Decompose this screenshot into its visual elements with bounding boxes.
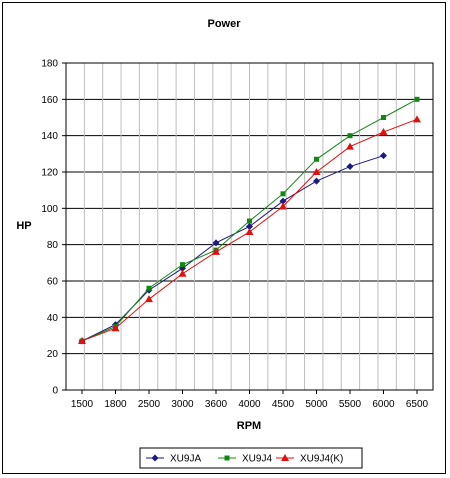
data-point-xu9j4-k	[346, 142, 354, 150]
y-axis-ticks: 0 20 40 60 80 100 120 140 160 180	[41, 59, 66, 397]
x-tick-label: 5000	[305, 399, 328, 410]
data-point-xu9j4-k	[111, 324, 120, 332]
data-point-xu9j4	[314, 156, 319, 162]
data-point-xu9j4	[180, 262, 185, 268]
chart-title: Power	[207, 18, 241, 30]
chart-frame	[2, 2, 446, 474]
data-point-xu9ja	[212, 239, 220, 247]
data-point-xu9j4	[247, 218, 252, 224]
x-tick-label: 3600	[205, 399, 228, 410]
x-tick-label: 4000	[238, 399, 261, 410]
legend-item-xu9j4: XU9J4	[218, 454, 272, 465]
data-point-xu9j4	[414, 96, 420, 102]
y-tick-label: 40	[47, 313, 59, 324]
data-point-xu9ja	[346, 163, 354, 171]
legend-items: XU9JA XU9J4 XU9J4(K)	[146, 454, 343, 465]
data-point-xu9j4	[381, 115, 386, 120]
x-tick-label: 6000	[372, 399, 395, 410]
y-tick-label: 0	[52, 386, 58, 397]
data-point-xu9j4	[280, 191, 286, 197]
data-point-xu9j4-k	[78, 336, 86, 344]
series-xu9j4-k	[78, 115, 421, 344]
y-tick-label: 60	[47, 277, 59, 288]
x-tick-label: 5500	[339, 399, 362, 410]
x-tick-label: 4500	[272, 399, 295, 410]
y-axis-label: HP	[16, 220, 31, 232]
legend-label: XU9JA	[170, 454, 201, 465]
series-lines	[78, 96, 421, 345]
data-point-xu9j4-k	[178, 269, 187, 277]
legend-swatch-marker	[151, 454, 159, 462]
legend	[139, 447, 363, 469]
data-point-xu9j4-k	[245, 227, 254, 235]
data-point-xu9j4	[347, 133, 353, 139]
y-tick-label: 80	[47, 240, 59, 251]
x-axis-label: RPM	[237, 420, 261, 432]
x-tick-label: 1800	[104, 399, 127, 410]
y-tick-label: 160	[41, 95, 58, 106]
y-tick-label: 180	[41, 59, 58, 70]
data-point-xu9j4-k	[145, 295, 153, 303]
y-tick-label: 100	[41, 204, 58, 215]
x-tick-label: 1500	[71, 399, 94, 410]
data-point-xu9ja	[313, 177, 320, 185]
legend-label: XU9J4	[242, 454, 272, 465]
data-point-xu9ja	[246, 223, 253, 230]
y-tick-label: 120	[41, 168, 58, 179]
data-point-xu9j4-k	[312, 168, 321, 175]
y-tick-label: 140	[41, 131, 58, 142]
data-point-xu9j4	[146, 285, 152, 291]
data-point-xu9j4-k	[379, 128, 388, 136]
legend-swatch-marker	[281, 454, 289, 461]
x-tick-label: 3000	[171, 399, 194, 410]
data-point-xu9j4-k	[212, 247, 220, 255]
x-axis-ticks: 1500 1800 2500 3000 3600 4000 4500 5000 5500 6000…	[71, 390, 429, 410]
legend-item-xu9ja: XU9JA	[146, 454, 201, 465]
x-tick-label: 6500	[406, 399, 429, 410]
legend-item-xu9j4-k: XU9J4(K)	[276, 454, 343, 465]
data-point-xu9j4-k	[279, 202, 287, 210]
x-tick-label: 2500	[138, 399, 161, 410]
data-point-xu9ja	[279, 197, 287, 205]
data-point-xu9ja	[380, 152, 387, 160]
data-point-xu9j4-k	[413, 115, 421, 123]
legend-label: XU9J4(K)	[300, 454, 343, 465]
legend-swatch-marker	[224, 455, 230, 461]
y-tick-label: 20	[47, 349, 59, 360]
